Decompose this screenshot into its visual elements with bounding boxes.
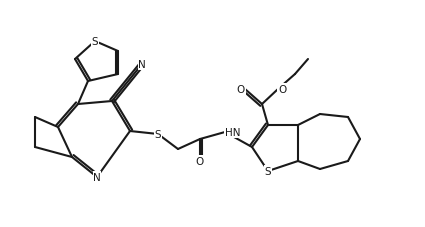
Text: N: N <box>93 172 101 182</box>
Text: O: O <box>196 156 204 166</box>
Text: S: S <box>92 37 98 47</box>
Text: N: N <box>138 60 146 70</box>
Text: O: O <box>278 85 286 95</box>
Text: S: S <box>155 129 162 139</box>
Text: HN: HN <box>225 127 241 137</box>
Text: S: S <box>265 166 271 176</box>
Text: O: O <box>237 85 245 95</box>
